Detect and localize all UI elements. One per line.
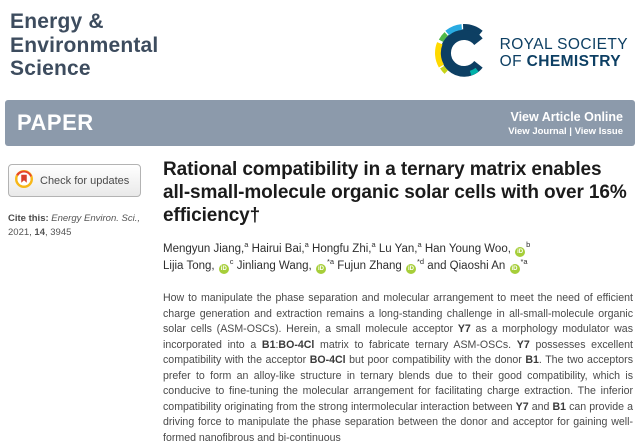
author-name: Mengyun Jiang, bbox=[163, 243, 245, 255]
crossmark-icon bbox=[15, 170, 33, 191]
abstract-bold-term: Y7 bbox=[516, 338, 530, 351]
author-affiliation-sup: a bbox=[304, 240, 309, 250]
rsc-c-logo-icon bbox=[434, 24, 493, 82]
orcid-icon[interactable]: iD bbox=[515, 247, 526, 257]
page-header: Energy & Environmental Science bbox=[0, 0, 640, 100]
abstract-segment: and bbox=[528, 400, 553, 413]
author-name: Hairui Bai, bbox=[251, 243, 305, 255]
author-name: Han Young Woo, bbox=[424, 243, 515, 255]
orcid-icon[interactable]: iD bbox=[315, 264, 326, 274]
rsc-wordmark-line2: OF CHEMISTRY bbox=[499, 53, 621, 70]
author-name: Hongfu Zhi, bbox=[312, 243, 372, 255]
paper-banner: PAPER View Article Online View Journal |… bbox=[5, 100, 635, 146]
author-affiliation-sup: a bbox=[371, 240, 376, 250]
author-affiliation-sup: b bbox=[526, 240, 531, 250]
check-for-updates-button[interactable]: Check for updates bbox=[8, 164, 142, 197]
cite-journal-name: Energy Environ. Sci., bbox=[51, 213, 140, 224]
author-list: Mengyun Jiang,a Hairui Bai,a Hongfu Zhi,… bbox=[163, 241, 633, 275]
abstract-segment: . The two acceptors prefer to form an al… bbox=[163, 354, 633, 413]
abstract-bold-term: B1 bbox=[261, 338, 276, 351]
journal-title-line3: Science bbox=[10, 57, 91, 80]
view-journal-link[interactable]: View Journal bbox=[508, 125, 567, 137]
links-separator: | bbox=[566, 125, 575, 137]
journal-title-line1: Energy & bbox=[10, 10, 104, 33]
abstract-text: How to manipulate the phase separation a… bbox=[163, 291, 633, 446]
citation-info: Cite this: Energy Environ. Sci., 2021, 1… bbox=[8, 212, 146, 239]
rsc-wordmark: ROYAL SOCIETY OF CHEMISTRY bbox=[500, 36, 628, 71]
author-affiliation-sup: c bbox=[229, 257, 234, 267]
author-name: and Qiaoshi An bbox=[427, 260, 509, 272]
author-name: Fujun Zhang bbox=[337, 260, 405, 272]
orcid-icon[interactable]: iD bbox=[509, 264, 520, 274]
article-meta-column: Check for updates Cite this: Energy Envi… bbox=[8, 164, 158, 239]
abstract-bold-term: B1 bbox=[525, 354, 539, 366]
author-name: Lijia Tong, bbox=[163, 260, 218, 272]
author-affiliation-sup: a bbox=[244, 240, 249, 250]
abstract-bold-term: Y7 bbox=[457, 323, 471, 335]
abstract-segment: How to manipulate the phase separation a… bbox=[163, 292, 633, 335]
abstract-bold-term: Y7 bbox=[515, 400, 529, 413]
paper-type-label: PAPER bbox=[17, 110, 94, 135]
abstract-bold-term: BO-4Cl bbox=[309, 354, 346, 366]
orcid-icon[interactable]: iD bbox=[218, 264, 229, 274]
abstract-segment: but poor compatibility with the donor bbox=[345, 354, 526, 366]
cite-volume: 14 bbox=[34, 226, 45, 238]
cite-page: , 3945 bbox=[45, 226, 72, 238]
author-name: Lu Yan, bbox=[378, 243, 418, 255]
view-issue-link[interactable]: View Issue bbox=[574, 125, 623, 137]
journal-title-line2: Environmental bbox=[10, 33, 159, 57]
author-affiliation-sup: *a bbox=[520, 257, 528, 267]
article-main-column: Rational compatibility in a ternary matr… bbox=[163, 146, 633, 446]
journal-title: Energy & Environmental Science bbox=[10, 10, 158, 81]
view-journal-issue-links: View Journal | View Issue bbox=[508, 126, 623, 137]
author-affiliation-sup: *d bbox=[417, 257, 425, 267]
abstract-segment: : bbox=[275, 338, 279, 351]
abstract-bold-term: B1 bbox=[552, 400, 567, 413]
view-article-online-link[interactable]: View Article Online bbox=[510, 109, 623, 124]
abstract-bold-term: BO-4Cl bbox=[278, 338, 315, 351]
abstract-segment: as a morphology modulator was incorporat… bbox=[163, 323, 633, 351]
check-for-updates-label: Check for updates bbox=[40, 174, 130, 187]
author-name: Jinliang Wang, bbox=[236, 260, 315, 272]
banner-links: View Article Online View Journal | View … bbox=[508, 110, 623, 137]
cite-year: 2021, bbox=[8, 226, 35, 238]
article-title: Rational compatibility in a ternary matr… bbox=[163, 159, 627, 226]
rsc-wordmark-line1: ROYAL SOCIETY bbox=[499, 35, 628, 53]
cite-prefix: Cite this: bbox=[8, 213, 52, 224]
abstract-segment: matrix to fabricate ternary ASM-OSCs. bbox=[314, 338, 517, 351]
author-affiliation-sup: *a bbox=[326, 257, 335, 267]
orcid-icon[interactable]: iD bbox=[406, 264, 416, 274]
abstract-segment: possesses excellent compatibility with t… bbox=[163, 338, 633, 367]
author-affiliation-sup: a bbox=[417, 240, 422, 250]
rsc-logo: ROYAL SOCIETY OF CHEMISTRY bbox=[434, 24, 628, 82]
